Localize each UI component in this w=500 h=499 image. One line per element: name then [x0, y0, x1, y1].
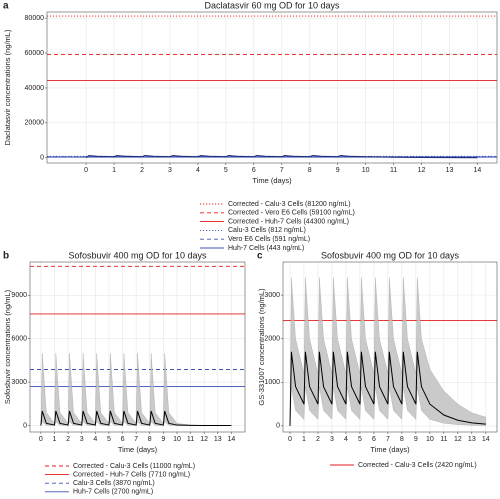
x-tick-label: 10	[362, 167, 370, 174]
chart-title: Daclatasvir 60 mg OD for 10 days	[204, 0, 340, 10]
x-axis-label: Time (days)	[370, 445, 410, 454]
x-tick-label: 9	[336, 167, 340, 174]
x-tick-label: 13	[214, 436, 222, 443]
x-tick-label: 13	[468, 436, 476, 443]
x-tick-label: 12	[418, 167, 426, 174]
legend-label: Calu-3 Cells (812 ng/mL)	[228, 227, 306, 234]
legend-label: Corrected - Calu-3 Cells (11000 ng/mL)	[73, 463, 195, 470]
x-tick-label: 0	[39, 436, 43, 443]
x-tick-label: 14	[474, 167, 482, 174]
x-axis-label: Time (days)	[118, 445, 158, 454]
x-tick-label: 12	[200, 436, 208, 443]
y-tick-label: 60000	[25, 50, 45, 57]
y-tick-label: 40000	[25, 85, 45, 92]
x-tick-label: 5	[107, 436, 111, 443]
y-tick-label: 80000	[25, 15, 45, 22]
x-tick-label: 0	[84, 167, 88, 174]
plot-border	[282, 261, 498, 433]
panel-label: b	[3, 251, 9, 262]
y-axis-label: Sofosbuvir concentrations (ng/mL)	[3, 289, 12, 404]
chart-title: Sofosbuvir 400 mg OD for 10 days	[321, 250, 460, 260]
y-tick-label: 6000	[11, 336, 27, 343]
plot-border	[46, 11, 498, 164]
y-tick-label: 0	[40, 155, 44, 162]
x-tick-label: 9	[161, 436, 165, 443]
legend-label: Huh-7 Cells (2700 ng/mL)	[73, 489, 153, 496]
x-tick-label: 1	[112, 167, 116, 174]
x-tick-label: 3	[80, 436, 84, 443]
x-tick-label: 10	[173, 436, 181, 443]
x-tick-label: 6	[121, 436, 125, 443]
plot-border	[29, 261, 246, 433]
x-tick-label: 4	[196, 167, 200, 174]
x-tick-label: 8	[308, 167, 312, 174]
x-tick-label: 1	[302, 436, 306, 443]
x-tick-label: 8	[148, 436, 152, 443]
x-tick-label: 4	[344, 436, 348, 443]
x-tick-label: 3	[168, 167, 172, 174]
legend-label: Corrected - Calu-3 Cells (2420 ng/mL)	[358, 462, 477, 469]
x-tick-label: 12	[454, 436, 462, 443]
x-tick-label: 2	[140, 167, 144, 174]
median-line	[289, 351, 486, 426]
y-tick-label: 9000	[11, 292, 27, 299]
y-tick-label: 20000	[25, 120, 45, 127]
x-tick-label: 11	[187, 436, 194, 443]
x-tick-label: 11	[440, 436, 447, 443]
legend-label: Huh-7 Cells (443 ng/mL)	[228, 245, 304, 252]
x-tick-label: 10	[426, 436, 434, 443]
panel-label: a	[3, 1, 9, 12]
median-line	[40, 410, 232, 426]
x-tick-label: 7	[134, 436, 138, 443]
legend-label: Calu-3 Cells (3870 ng/mL)	[73, 480, 155, 487]
x-tick-label: 3	[330, 436, 334, 443]
x-tick-label: 6	[372, 436, 376, 443]
y-tick-label: 3000	[264, 292, 280, 299]
legend-label: Corrected - Huh-7 Cells (7710 ng/mL)	[73, 471, 190, 478]
x-tick-label: 7	[386, 436, 390, 443]
x-tick-label: 8	[400, 436, 404, 443]
y-axis-label: GS-331007 concentrations (ng/mL)	[257, 288, 266, 406]
y-tick-label: 0	[276, 423, 280, 430]
legend-label: Corrected - Calu-3 Cells (81200 ng/mL)	[228, 201, 351, 208]
x-tick-label: 6	[252, 167, 256, 174]
y-tick-label: 2000	[264, 336, 280, 343]
x-tick-label: 2	[66, 436, 70, 443]
prediction-band	[40, 353, 232, 426]
x-tick-label: 13	[446, 167, 454, 174]
y-tick-label: 0	[23, 422, 27, 429]
x-tick-label: 7	[280, 167, 284, 174]
x-axis-label: Time (days)	[252, 176, 292, 185]
chart-title: Sofosbuvir 400 mg OD for 10 days	[68, 250, 207, 260]
x-tick-label: 5	[224, 167, 228, 174]
x-tick-label: 5	[358, 436, 362, 443]
panel-label: c	[257, 251, 263, 262]
legend-label: Corrected - Huh-7 Cells (44300 ng/mL)	[228, 218, 349, 225]
x-tick-label: 2	[316, 436, 320, 443]
x-tick-label: 0	[288, 436, 292, 443]
plot-background	[47, 12, 497, 163]
x-tick-label: 14	[482, 436, 490, 443]
x-tick-label: 4	[93, 436, 97, 443]
x-tick-label: 14	[227, 436, 235, 443]
y-axis-label: Daclatasvir concentrations (ng/mL)	[3, 29, 12, 145]
legend-label: Vero E6 Cells (591 ng/mL)	[228, 236, 310, 243]
x-tick-label: 1	[53, 436, 57, 443]
legend-label: Corrected - Vero E6 Cells (59100 ng/mL)	[228, 210, 355, 217]
y-tick-label: 3000	[11, 379, 27, 386]
x-tick-label: 11	[390, 167, 397, 174]
y-tick-label: 1000	[264, 379, 280, 386]
median-line	[85, 154, 478, 159]
x-tick-label: 9	[414, 436, 418, 443]
